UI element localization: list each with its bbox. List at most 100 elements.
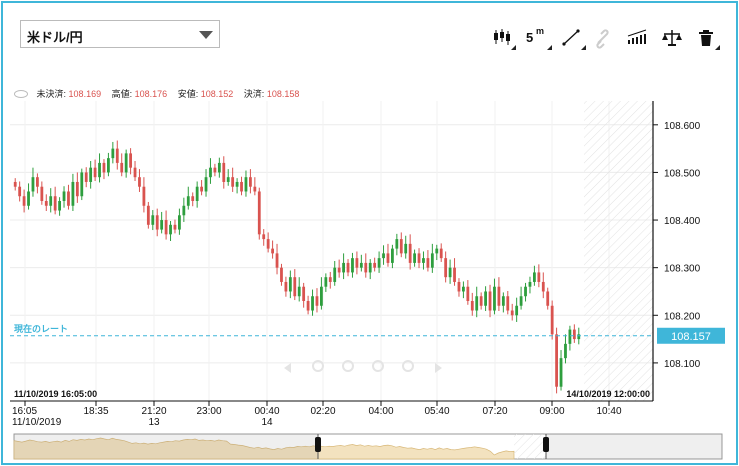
candle-body xyxy=(36,177,39,187)
x-tick-label: 09:00 xyxy=(539,406,564,417)
candle-body xyxy=(280,267,283,282)
candle-body xyxy=(142,186,146,206)
candle-body xyxy=(302,286,306,301)
y-axis-ticks: 108.600 108.500 108.400 108.300 108.200 108.1… xyxy=(653,121,701,370)
candle-body xyxy=(359,262,363,268)
x-tick-label: 23:00 xyxy=(196,406,221,417)
candlestick-icon xyxy=(494,29,510,45)
low-value: 108.152 xyxy=(200,89,234,99)
current-rate-badge xyxy=(657,327,725,344)
candle-body xyxy=(470,301,474,311)
candle-body xyxy=(479,296,483,306)
candle-body xyxy=(67,191,70,206)
candle-body xyxy=(240,181,243,192)
candle-body xyxy=(133,167,137,178)
zoom-in-icon[interactable] xyxy=(312,360,324,372)
candle-body xyxy=(151,215,155,225)
chevron-down-icon xyxy=(199,31,213,39)
timeframe-button[interactable]: 5 m xyxy=(522,26,552,50)
candle-body xyxy=(293,277,297,297)
candle-body xyxy=(320,286,323,306)
candle-body xyxy=(435,248,439,254)
candle-body xyxy=(368,262,372,273)
candle-body xyxy=(249,177,252,187)
candle-body xyxy=(58,201,61,211)
candle-body xyxy=(297,286,301,297)
candle-body xyxy=(13,181,17,187)
indicator-icon xyxy=(627,29,647,44)
candle-body xyxy=(391,248,394,263)
candle-body xyxy=(546,291,550,306)
draw-line-button[interactable] xyxy=(558,26,586,50)
candlestick-type-button[interactable] xyxy=(488,26,516,50)
scroll-right-icon[interactable] xyxy=(435,363,442,373)
x-tick-label: 18:35 xyxy=(83,406,108,417)
unsettled-label: 未決済: xyxy=(36,89,67,99)
candle-body xyxy=(506,296,510,311)
candle-body xyxy=(271,248,274,254)
x-sub-label: 14 xyxy=(261,417,273,428)
candle-body xyxy=(75,181,79,197)
candle-body xyxy=(541,281,545,292)
scale-icon xyxy=(662,30,682,46)
currency-pair-select[interactable]: 米ドル/円 xyxy=(20,20,220,48)
navigator-series xyxy=(13,437,515,460)
candle-body xyxy=(186,196,190,206)
trendline-icon xyxy=(562,29,580,46)
chart-nav-controls[interactable] xyxy=(284,360,442,373)
candle-body xyxy=(22,196,26,206)
candle-body xyxy=(528,281,532,287)
candle-body xyxy=(49,196,53,206)
candle-body xyxy=(355,258,359,268)
candle-body xyxy=(466,286,470,301)
candle-body xyxy=(324,277,328,287)
candle-body xyxy=(572,329,576,340)
y-tick-label: 108.600 xyxy=(664,121,701,132)
navigator-handle-right[interactable] xyxy=(543,437,549,452)
candle-body xyxy=(204,177,208,192)
link-button xyxy=(590,26,618,50)
candle-body xyxy=(200,186,203,192)
candle-body xyxy=(111,148,115,159)
navigator-handle-left[interactable] xyxy=(315,437,321,452)
candle-body xyxy=(448,267,452,278)
candle-body xyxy=(484,291,487,306)
candle-body xyxy=(444,258,448,278)
candle-body xyxy=(129,153,132,168)
candle-body xyxy=(235,181,239,187)
candle-body xyxy=(510,310,514,316)
candle-body xyxy=(27,191,30,206)
current-rate-value: 108.157 xyxy=(671,331,711,343)
candle-body xyxy=(115,148,119,163)
candle-body xyxy=(102,162,106,173)
candle-body xyxy=(213,167,217,173)
eye-icon[interactable] xyxy=(14,89,28,98)
zoom-reset-icon[interactable] xyxy=(372,360,384,372)
scroll-left-icon[interactable] xyxy=(284,363,291,373)
unsettled-value: 108.169 xyxy=(68,89,102,99)
candle-body xyxy=(306,301,310,311)
compare-button[interactable] xyxy=(658,26,686,50)
timeframe-unit: m xyxy=(536,26,545,36)
delete-button[interactable] xyxy=(692,26,720,50)
indicator-button[interactable] xyxy=(624,26,652,50)
candle-body xyxy=(44,201,48,206)
zoom-out-icon[interactable] xyxy=(342,360,354,372)
candle-body xyxy=(533,272,536,282)
candle-body xyxy=(395,239,399,249)
zoom-fit-icon[interactable] xyxy=(402,360,414,372)
candle-body xyxy=(404,243,408,254)
candle-body xyxy=(559,358,563,387)
candle-body xyxy=(311,296,314,311)
candle-body xyxy=(226,177,230,182)
candle-body xyxy=(173,224,177,230)
range-end-label: 14/10/2019 12:00:00 xyxy=(566,389,650,399)
x-tick-label: 21:20 xyxy=(141,406,166,417)
candle-body xyxy=(164,220,168,235)
candle-body xyxy=(333,267,337,282)
candle-body xyxy=(550,305,554,335)
currency-pair-value: 米ドル/円 xyxy=(27,30,83,45)
range-start-label: 11/10/2019 16:05:00 xyxy=(14,389,97,399)
candle-body xyxy=(426,258,430,268)
